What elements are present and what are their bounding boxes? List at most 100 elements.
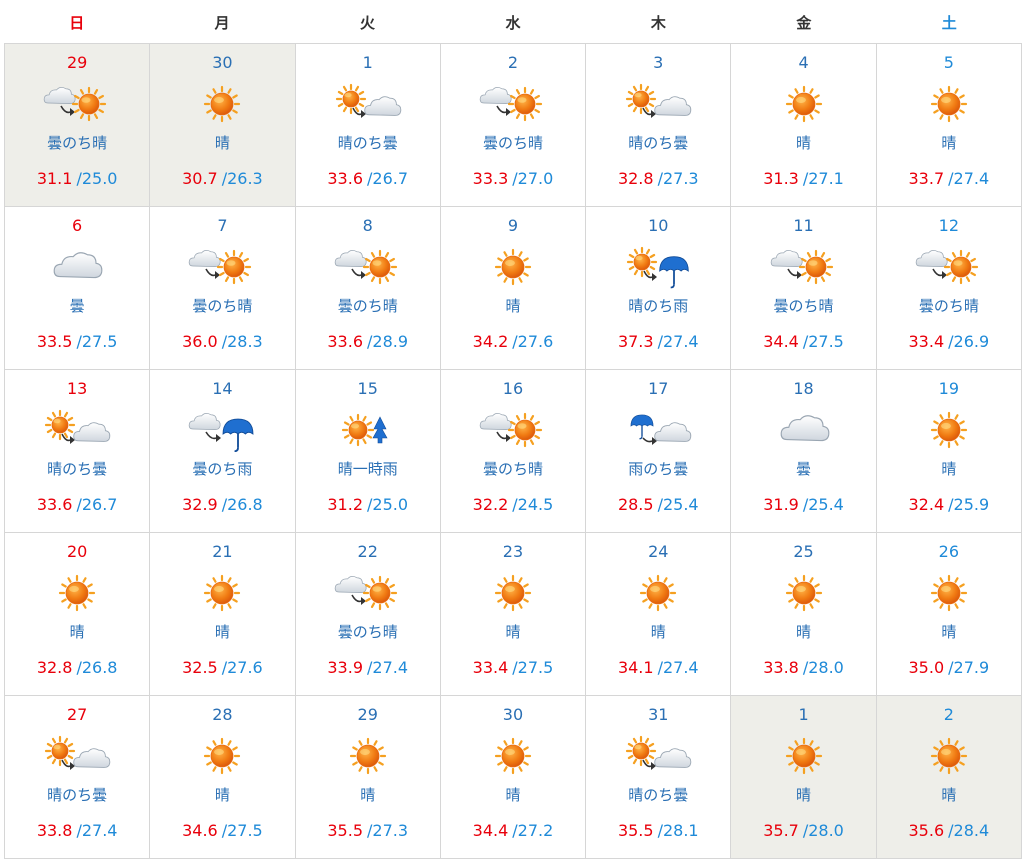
high-temp: 35.6 xyxy=(908,821,945,840)
temperatures: 30.7/26.3 xyxy=(150,169,294,188)
day-cell[interactable]: 7 曇のち晴 36.0/28.3 xyxy=(150,207,296,369)
temp-separator: / xyxy=(802,658,809,677)
sun-icon xyxy=(37,571,117,615)
low-temp: 25.9 xyxy=(953,495,990,514)
day-cell[interactable]: 16 曇のち晴 32.2/24.5 xyxy=(441,370,587,532)
temperatures: 33.9/27.4 xyxy=(296,658,440,677)
day-cell[interactable]: 28 晴 34.6/27.5 xyxy=(150,696,296,858)
sun-with-rain-icon xyxy=(328,408,408,452)
weather-label: 晴 xyxy=(214,786,230,804)
day-cell[interactable]: 1 晴 35.7/28.0 xyxy=(731,696,877,858)
sun-then-cloud-icon xyxy=(618,82,698,126)
temperatures: 37.3/27.4 xyxy=(586,332,730,351)
temperatures: 33.6/26.7 xyxy=(5,495,149,514)
low-temp: 28.3 xyxy=(227,332,263,351)
day-cell[interactable]: 25 晴 33.8/28.0 xyxy=(731,533,877,695)
weather-label: 晴 xyxy=(505,786,521,804)
temp-separator: / xyxy=(657,169,663,188)
day-cell[interactable]: 5 晴 33.7/27.4 xyxy=(877,44,1022,206)
day-date: 24 xyxy=(648,542,669,561)
day-cell[interactable]: 17 雨のち曇 28.5/25.4 xyxy=(586,370,732,532)
day-cell[interactable]: 24 晴 34.1/27.4 xyxy=(586,533,732,695)
day-cell[interactable]: 9 晴 34.2/27.6 xyxy=(441,207,587,369)
temperatures: 31.3/27.1 xyxy=(731,169,875,188)
day-cell[interactable]: 2 晴 35.6/28.4 xyxy=(876,696,1022,858)
day-cell[interactable]: 31 晴のち曇 35.5/28.1 xyxy=(586,696,732,858)
day-cell[interactable]: 15 晴一時雨 31.2/25.0 xyxy=(296,370,441,532)
high-temp: 33.6 xyxy=(327,169,363,188)
day-cell[interactable]: 3 晴のち曇 32.8/27.3 xyxy=(586,44,732,206)
sun-icon xyxy=(328,734,408,778)
weather-label: 曇 xyxy=(796,460,812,478)
day-cell[interactable]: 21 晴 32.5/27.6 xyxy=(150,533,296,695)
day-cell[interactable]: 29 曇のち晴 31.1/25.0 xyxy=(5,44,151,206)
sun-then-cloud-icon xyxy=(37,408,117,452)
day-cell[interactable]: 18 曇 31.9/25.4 xyxy=(731,370,877,532)
high-temp: 34.4 xyxy=(472,821,509,840)
day-cell[interactable]: 22 曇のち晴 33.9/27.4 xyxy=(296,533,441,695)
day-cell[interactable]: 20 晴 32.8/26.8 xyxy=(5,533,151,695)
low-temp: 27.4 xyxy=(662,658,699,677)
low-temp: 27.4 xyxy=(662,332,699,351)
weather-label: 晴 xyxy=(650,623,666,641)
weather-label: 晴のち曇 xyxy=(628,786,689,804)
day-date: 25 xyxy=(793,542,814,561)
day-cell[interactable]: 19 晴 32.4/25.9 xyxy=(877,370,1022,532)
cloud-then-sun-icon xyxy=(328,571,408,615)
day-cell[interactable]: 30 晴 30.7/26.3 xyxy=(150,44,296,206)
weather-label: 曇のち晴 xyxy=(918,297,979,315)
day-cell[interactable]: 26 晴 35.0/27.9 xyxy=(877,533,1022,695)
day-cell[interactable]: 10 晴のち雨 37.3/27.4 xyxy=(586,207,732,369)
weather-label: 雨のち曇 xyxy=(628,460,689,478)
temperatures: 34.2/27.6 xyxy=(441,332,585,351)
weather-label: 晴 xyxy=(505,297,521,315)
day-cell[interactable]: 27 晴のち曇 33.8/27.4 xyxy=(5,696,151,858)
low-temp: 28.4 xyxy=(953,821,990,840)
day-cell[interactable]: 23 晴 33.4/27.5 xyxy=(441,533,587,695)
day-date: 29 xyxy=(66,53,88,72)
weather-label: 曇のち晴 xyxy=(337,297,398,315)
cloud-then-sun-icon xyxy=(473,408,553,452)
high-temp: 35.7 xyxy=(763,821,799,840)
day-cell[interactable]: 13 晴のち曇 33.6/26.7 xyxy=(5,370,151,532)
week-row: 27 晴のち曇 33.8/27.4 28 晴 34.6/27.5 29 晴 35.5/27… xyxy=(5,696,1022,859)
day-cell[interactable]: 14 曇のち雨 32.9/26.8 xyxy=(150,370,296,532)
day-date: 28 xyxy=(212,705,233,724)
weather-label: 曇のち雨 xyxy=(192,460,253,478)
day-cell[interactable]: 30 晴 34.4/27.2 xyxy=(441,696,587,858)
temp-separator: / xyxy=(512,658,518,677)
weather-label: 曇のち晴 xyxy=(47,134,108,152)
weekday-label: 金 xyxy=(796,14,812,32)
day-cell[interactable]: 8 曇のち晴 33.6/28.9 xyxy=(296,207,441,369)
temp-separator: / xyxy=(948,169,954,188)
temperatures: 32.9/26.8 xyxy=(150,495,294,514)
high-temp: 33.3 xyxy=(472,169,509,188)
weather-label: 晴のち曇 xyxy=(337,134,398,152)
temperatures: 33.6/28.9 xyxy=(296,332,440,351)
low-temp: 25.0 xyxy=(372,495,409,514)
weather-label: 晴のち曇 xyxy=(47,786,108,804)
sun-icon xyxy=(618,571,698,615)
day-cell[interactable]: 6 曇 33.5/27.5 xyxy=(5,207,151,369)
cloud-icon xyxy=(764,408,844,452)
day-cell[interactable]: 12 曇のち晴 33.4/26.9 xyxy=(877,207,1022,369)
high-temp: 33.6 xyxy=(36,495,73,514)
low-temp: 27.5 xyxy=(81,332,118,351)
temperatures: 32.8/27.3 xyxy=(586,169,730,188)
high-temp: 30.7 xyxy=(182,169,218,188)
rain-then-cloud-icon xyxy=(618,408,698,452)
day-date: 23 xyxy=(502,542,524,561)
weather-label: 曇のち晴 xyxy=(482,134,543,152)
day-date: 7 xyxy=(217,216,228,235)
weekday-label: 土 xyxy=(941,14,957,32)
day-cell[interactable]: 1 晴のち曇 33.6/26.7 xyxy=(296,44,441,206)
temperatures: 35.5/28.1 xyxy=(586,821,730,840)
day-cell[interactable]: 2 曇のち晴 33.3/27.0 xyxy=(441,44,587,206)
day-cell[interactable]: 11 曇のち晴 34.4/27.5 xyxy=(731,207,877,369)
low-temp: 24.5 xyxy=(517,495,554,514)
temp-separator: / xyxy=(76,821,82,840)
day-cell[interactable]: 4 晴 31.3/27.1 xyxy=(731,44,877,206)
high-temp: 32.5 xyxy=(182,658,218,677)
day-cell[interactable]: 29 晴 35.5/27.3 xyxy=(296,696,441,858)
day-date: 21 xyxy=(212,542,233,561)
